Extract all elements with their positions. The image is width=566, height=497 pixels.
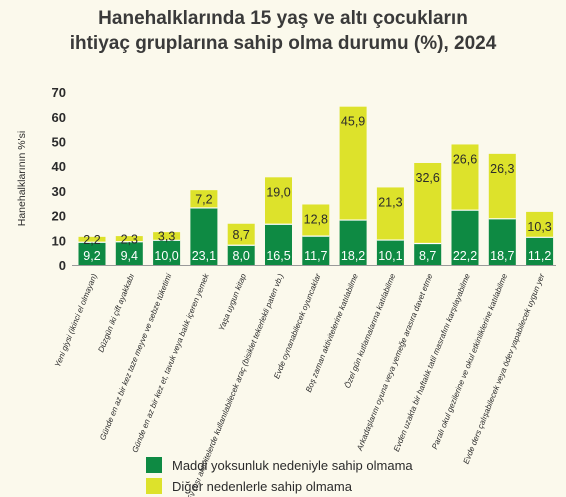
- data-label-maddi: 9,4: [121, 249, 138, 263]
- bar-segment-maddi: [451, 210, 479, 265]
- chart-title-line-1: Hanehalklarında 15 yaş ve altı çocukları…: [98, 8, 468, 29]
- bar-segment-diger: [115, 236, 143, 242]
- data-label-maddi: 10,1: [378, 249, 402, 263]
- data-label-maddi: 9,2: [83, 249, 100, 263]
- x-category-label: Günde en az bir kez et, tavuk veya balık…: [130, 271, 211, 453]
- data-label-diger: 10,3: [527, 220, 551, 234]
- legend-swatch-green: [146, 457, 162, 473]
- bar-segment-maddi: [526, 237, 554, 265]
- bar-segment-maddi: [488, 218, 516, 265]
- data-label-diger: 26,6: [453, 152, 477, 166]
- bar-segment-diger: [302, 204, 330, 237]
- bar-segment-maddi: [115, 241, 143, 265]
- data-label-diger: 45,9: [341, 115, 365, 129]
- data-label-maddi: 22,2: [453, 249, 477, 263]
- data-label-diger: 19,0: [266, 185, 290, 199]
- bar-segment-diger: [265, 177, 292, 225]
- bar-segment-diger: [153, 232, 181, 241]
- legend-swatch-yellow: [146, 478, 162, 494]
- bar-segment-maddi: [376, 240, 404, 265]
- y-tick-label: 70: [52, 85, 66, 100]
- x-category-label: Paralı okul gezilerine ve okul etkinlikl…: [430, 272, 509, 451]
- bar-segment-maddi: [190, 207, 218, 265]
- data-label-maddi: 16,5: [266, 249, 290, 263]
- data-label-maddi: 10,0: [154, 249, 178, 263]
- data-label-maddi: 18,2: [341, 249, 365, 263]
- x-category-label: Evde ders çalışabilecek veya ödev yapabi…: [461, 272, 546, 465]
- x-category-label: Düzgün iki çift ayakkabı: [96, 272, 136, 353]
- data-label-maddi: 18,7: [490, 249, 514, 263]
- data-label-diger: 7,2: [195, 193, 212, 207]
- bar-segment-maddi: [339, 220, 367, 265]
- data-label-diger: 8,7: [233, 228, 250, 242]
- data-label-maddi: 8,0: [233, 249, 250, 263]
- bar-segment-diger: [526, 211, 554, 238]
- bar-segment-diger: [190, 190, 218, 208]
- legend-label-maddi: Maddi yoksunluk nedeniyle sahip olmama: [172, 457, 413, 473]
- y-tick-label: 20: [52, 209, 66, 224]
- x-category-label: Yeni giysi (ikinci el olmayan): [53, 272, 99, 368]
- bar-segment-diger: [414, 162, 442, 244]
- chart-title-line-2: ihtiyaç gruplarına sahip olma durumu (%)…: [69, 33, 497, 54]
- x-category-label: Yaşa uygun kitap: [217, 272, 248, 332]
- y-tick-label: 10: [52, 233, 66, 248]
- bar-segment-diger: [78, 236, 106, 243]
- bar-segment-diger: [339, 106, 367, 221]
- x-category-label: Arkadaşlarını oyuna veya yemeğe arasıra …: [355, 272, 435, 453]
- legend-item-diger: Diğer nedenlerle sahip olmama: [146, 477, 352, 495]
- chart-title: Hanehalklarında 15 yaş ve altı çocukları…: [0, 6, 566, 56]
- bar-segment-diger: [376, 187, 404, 241]
- bar-segment-maddi: [302, 236, 330, 265]
- bar-segment-diger: [451, 144, 479, 211]
- x-category-label: Günde en az bir kez taze meyve ve sebze …: [98, 272, 173, 441]
- bar-segment-diger: [488, 153, 516, 219]
- y-tick-label: 40: [52, 159, 66, 174]
- y-tick-label: 60: [52, 110, 66, 125]
- data-label-diger: 2,2: [83, 233, 100, 247]
- data-label-diger: 26,3: [490, 162, 514, 176]
- x-category-label: Evden uzakta bir haftalık tatil masrafın…: [392, 272, 472, 453]
- legend-label-diger: Diğer nedenlerle sahip olmama: [172, 478, 352, 494]
- data-label-maddi: 23,1: [192, 249, 216, 263]
- bar-segment-maddi: [227, 245, 255, 265]
- bar-segment-maddi: [153, 240, 181, 265]
- y-axis-title: Hanehalklarının %'si: [16, 131, 28, 226]
- y-tick-label: 50: [52, 135, 66, 150]
- y-tick-label: 0: [59, 258, 66, 273]
- bar-segment-maddi: [265, 224, 292, 265]
- data-label-diger: 12,8: [304, 212, 328, 226]
- bar-segment-diger: [227, 223, 255, 246]
- data-label-maddi: 8,7: [419, 249, 436, 263]
- data-label-diger: 2,3: [121, 232, 138, 246]
- y-tick-label: 30: [52, 184, 66, 199]
- bar-segment-maddi: [78, 242, 106, 265]
- data-label-maddi: 11,7: [304, 249, 327, 263]
- data-label-diger: 32,6: [416, 171, 440, 185]
- bar-segment-maddi: [414, 243, 442, 265]
- data-label-maddi: 11,2: [528, 249, 551, 263]
- data-label-diger: 21,3: [378, 195, 402, 209]
- data-label-diger: 3,3: [158, 230, 175, 244]
- legend-item-maddi: Maddi yoksunluk nedeniyle sahip olmama: [146, 456, 413, 474]
